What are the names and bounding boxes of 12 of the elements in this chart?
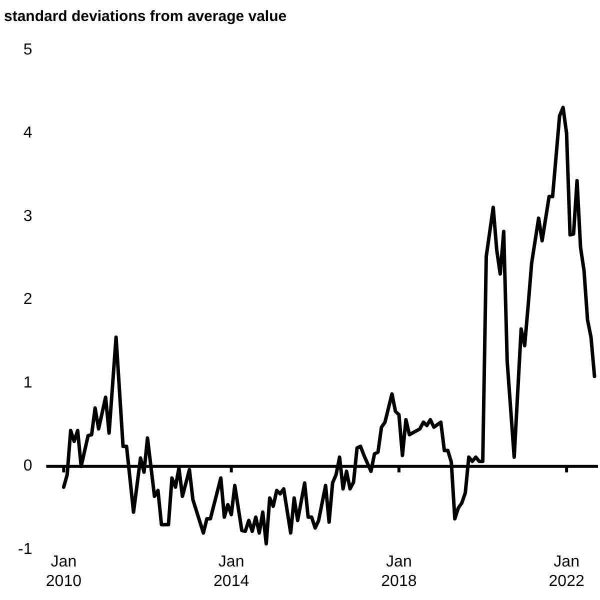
y-tick-label: 2	[23, 291, 32, 308]
y-tick-label: 0	[23, 458, 32, 475]
x-tick-label: Jan 2014	[214, 554, 250, 590]
y-tick-label: 4	[23, 124, 32, 142]
x-tick-label: Jan 2018	[381, 554, 417, 590]
y-tick-label: -1	[18, 541, 32, 558]
y-tick-label: 3	[23, 208, 32, 225]
y-tick-label: 1	[23, 374, 32, 392]
y-axis-title: standard deviations from average value	[4, 8, 287, 26]
x-tick-label: Jan 2022	[548, 554, 584, 590]
y-tick-label: 5	[23, 41, 32, 58]
x-tick-label: Jan 2010	[46, 554, 82, 590]
